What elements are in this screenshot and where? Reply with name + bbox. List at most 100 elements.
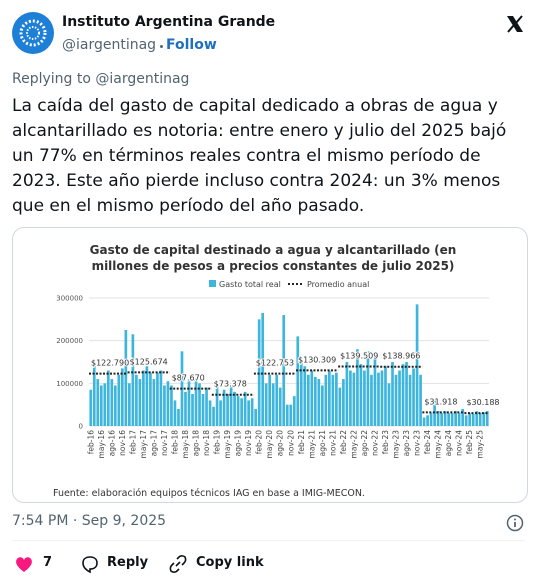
bar [475, 411, 479, 426]
bar [208, 400, 212, 426]
bar [233, 391, 236, 426]
bar [450, 413, 454, 426]
bar [261, 312, 265, 426]
bar [349, 370, 352, 426]
bar [264, 383, 268, 426]
x-tick-label: nov-18 [202, 430, 211, 456]
replying-to[interactable]: Replying to @iargentinag [12, 71, 190, 87]
x-tick-label: feb-17 [128, 430, 137, 454]
bar [352, 372, 356, 426]
x-tick-label: ago-20 [276, 430, 285, 457]
bar [482, 412, 486, 426]
bar [356, 349, 359, 426]
average-label: $125.674 [130, 357, 168, 366]
info-icon[interactable] [506, 514, 524, 532]
chart: Gasto total real Promedio anual 0 100000 200… [56, 280, 501, 459]
link-icon[interactable] [168, 554, 188, 574]
bar [268, 374, 272, 426]
copy-link-button[interactable]: Copy link [196, 555, 264, 570]
x-tick-label: feb-25 [465, 430, 474, 454]
author-handle[interactable]: @iargentinag [62, 37, 157, 53]
bar [380, 370, 384, 426]
bar [159, 370, 163, 426]
author-name[interactable]: Instituto Argentina Grande [62, 14, 276, 30]
average-label: $138.966 [382, 352, 420, 361]
bar [145, 366, 149, 426]
bar [103, 383, 107, 426]
bar [471, 414, 475, 426]
bar [447, 413, 450, 426]
bar [429, 413, 433, 426]
average-label: $31.918 [424, 397, 457, 406]
x-tick-label: ago-23 [402, 430, 411, 457]
x-tick-label: may-21 [307, 430, 316, 459]
bar [359, 364, 363, 426]
bar [370, 374, 373, 426]
legend-swatch [209, 280, 216, 287]
bar [468, 413, 472, 426]
bar [394, 374, 398, 426]
bar [426, 415, 429, 426]
bar [205, 387, 208, 426]
y-tick-label: 100000 [56, 380, 83, 388]
x-tick-label: feb-21 [297, 430, 306, 454]
bar [166, 381, 170, 426]
bar [328, 370, 331, 426]
like-count[interactable]: 7 [43, 555, 53, 570]
average-label: $130.309 [298, 355, 336, 364]
chart-card[interactable]: Gasto de capital destinado a agua y alca… [12, 227, 528, 503]
bar [156, 372, 159, 426]
x-tick-label: may-23 [392, 430, 401, 459]
bar [92, 364, 96, 426]
x-tick-label: nov-23 [413, 430, 422, 456]
divider [12, 540, 525, 541]
bar [377, 372, 380, 426]
bar [236, 396, 240, 426]
chart-title: Gasto de capital destinado a agua y alca… [89, 243, 457, 273]
bar [152, 379, 156, 426]
bar [485, 411, 489, 426]
bar [99, 385, 103, 426]
x-tick-label: ago-22 [360, 430, 369, 457]
bar [222, 389, 226, 426]
bar [335, 372, 338, 426]
bar [194, 379, 198, 426]
y-tick-label: 300000 [56, 295, 83, 303]
bar [142, 370, 145, 426]
bar [124, 330, 128, 426]
bar [278, 387, 282, 426]
bar [324, 374, 328, 426]
x-tick-label: may-17 [139, 430, 148, 459]
avatar-logo [19, 19, 47, 47]
x-tick-label: nov-16 [118, 430, 127, 456]
bar [387, 383, 391, 426]
timestamp[interactable]: 7:54 PM · Sep 9, 2025 [12, 513, 167, 529]
average-label: $73.378 [214, 380, 247, 389]
bar [254, 408, 257, 426]
bar [398, 370, 401, 426]
bar [131, 334, 135, 426]
bar [121, 368, 124, 426]
avatar[interactable] [12, 12, 54, 54]
reply-icon[interactable] [80, 554, 100, 574]
bar [240, 398, 243, 426]
like-icon[interactable] [14, 555, 34, 573]
average-label: $30.188 [466, 398, 499, 407]
x-logo[interactable] [505, 14, 525, 34]
bar [201, 394, 205, 426]
bar [408, 374, 412, 426]
y-tick-label: 200000 [56, 337, 83, 345]
bar [401, 364, 405, 426]
bar [303, 366, 307, 426]
bar [391, 362, 394, 426]
bar [310, 370, 314, 426]
bar [163, 385, 166, 426]
follow-button[interactable]: Follow [166, 37, 217, 53]
x-tick-label: nov-24 [455, 430, 464, 456]
x-tick-label: nov-17 [160, 430, 169, 456]
reply-button[interactable]: Reply [107, 555, 149, 570]
bar [419, 374, 422, 426]
x-tick-label: feb-23 [381, 430, 390, 454]
bar [229, 385, 233, 426]
